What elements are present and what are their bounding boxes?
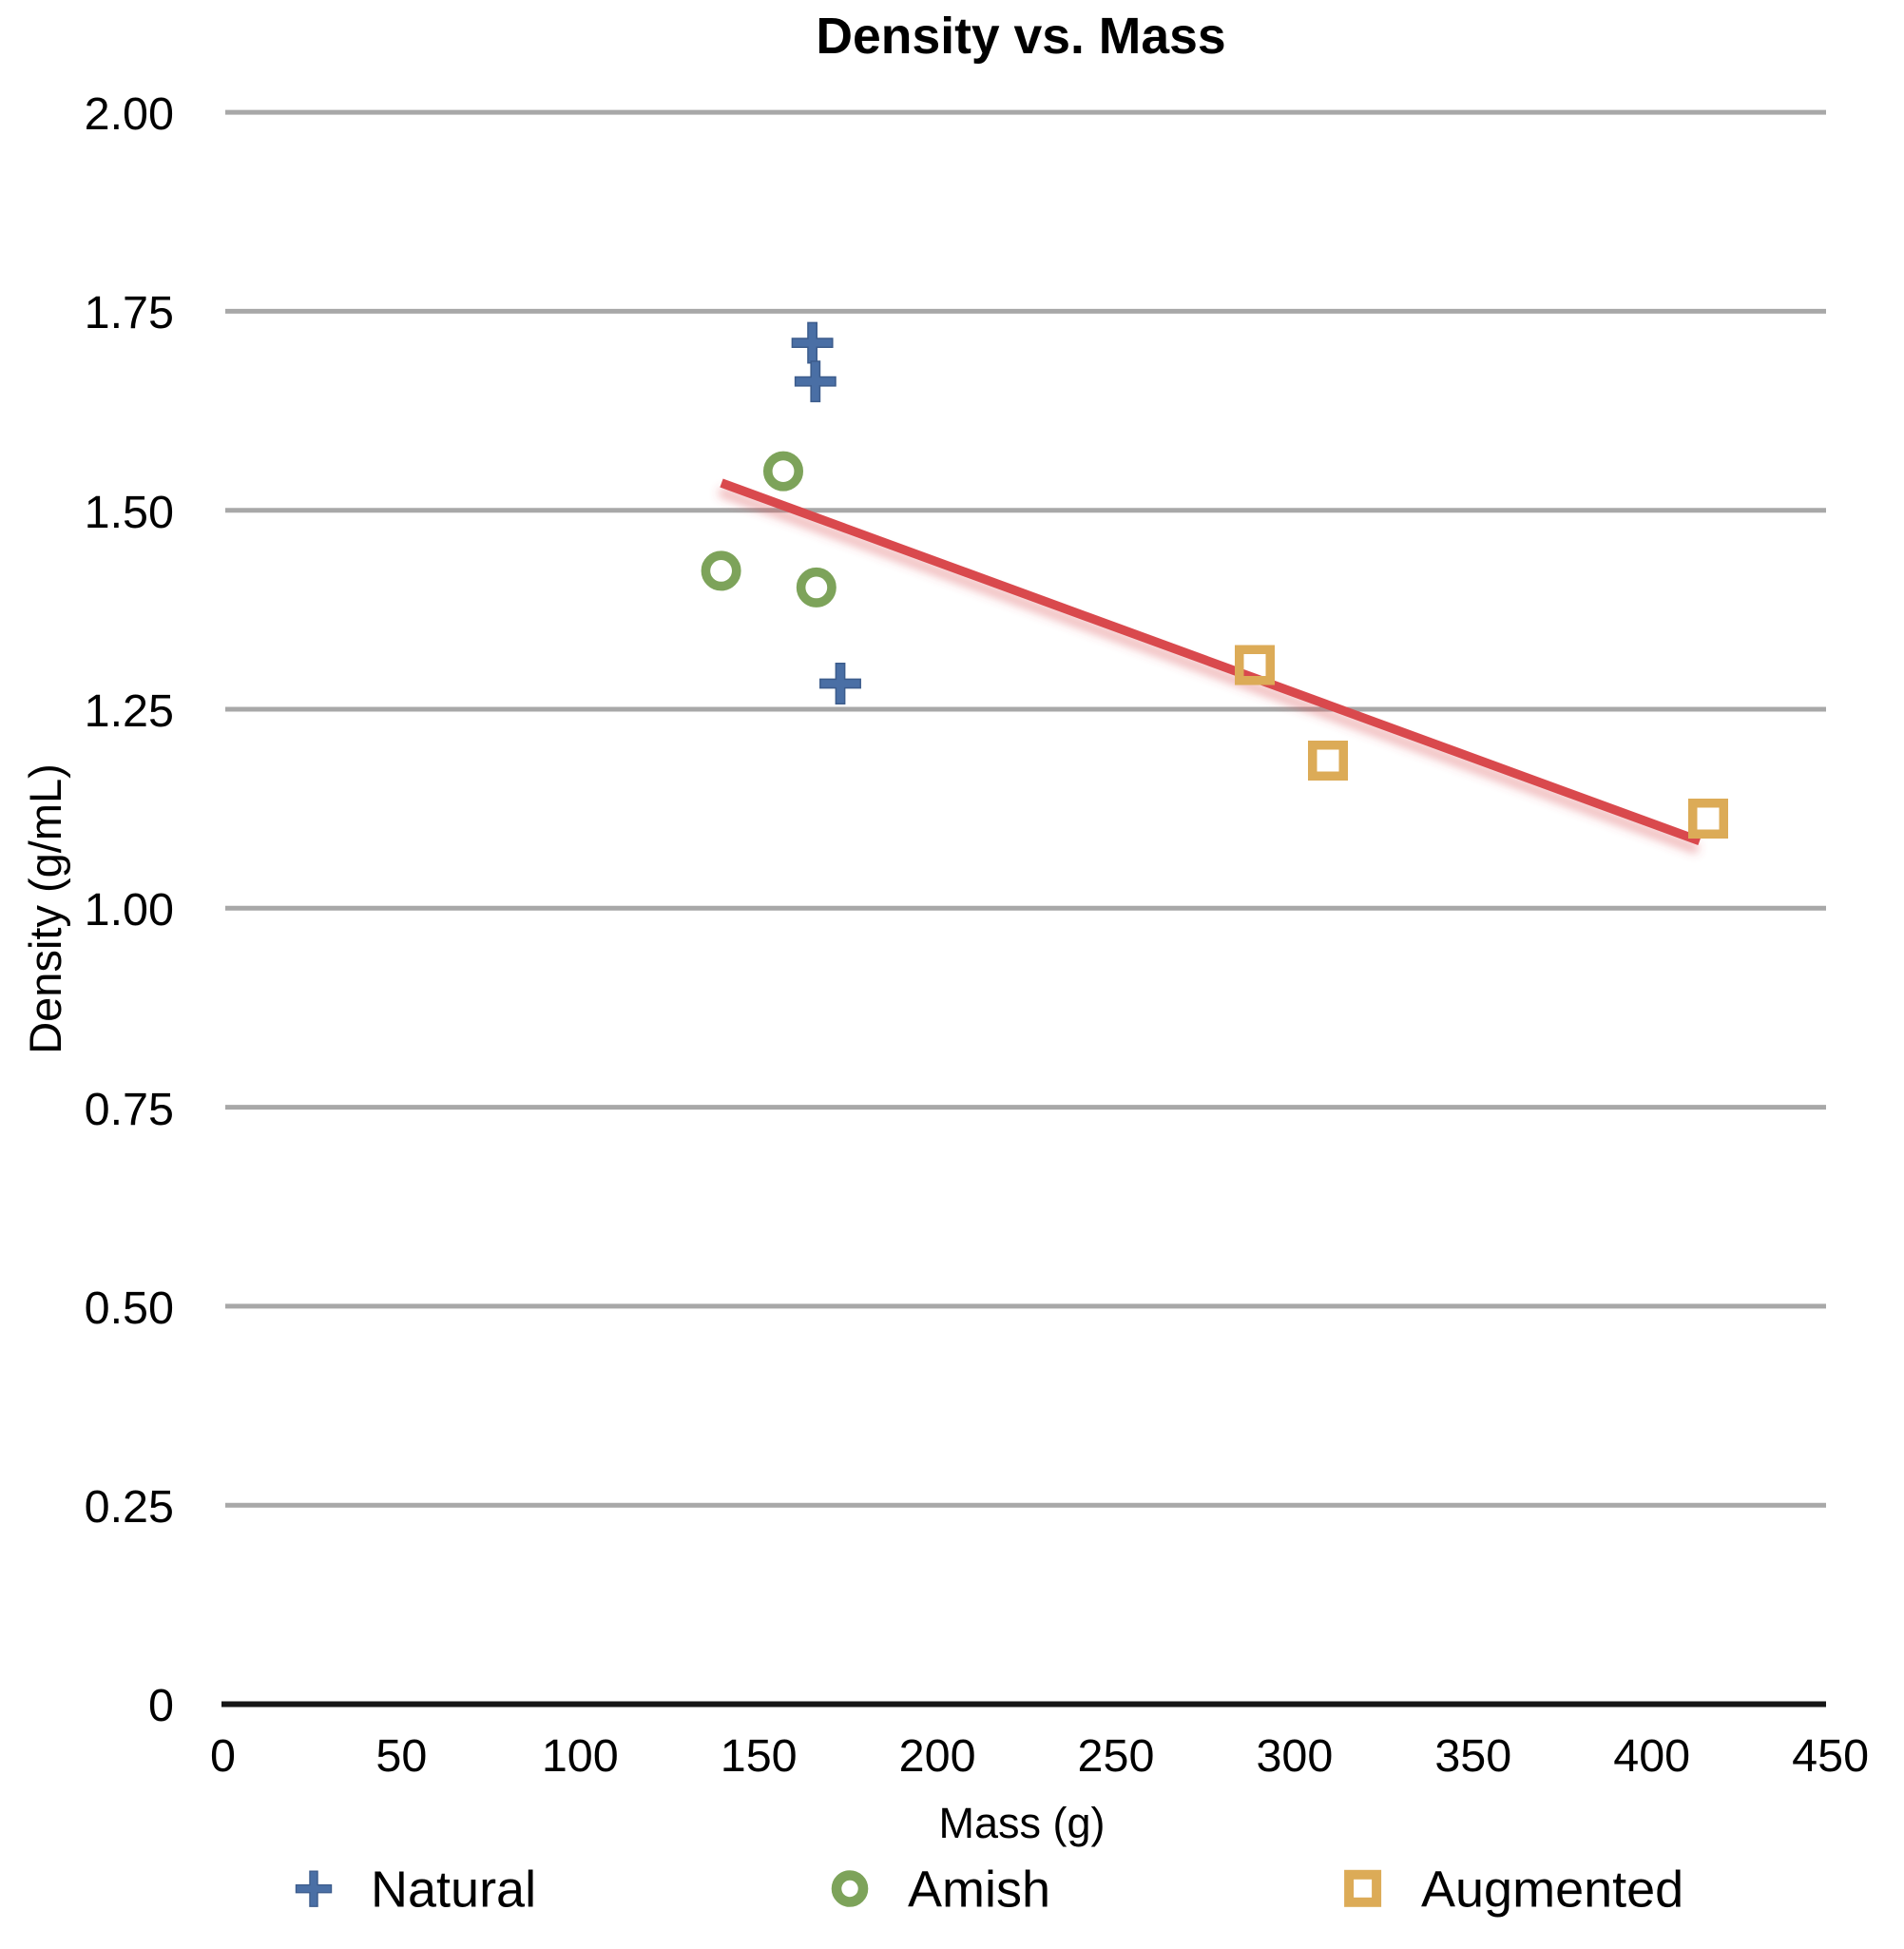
svg-text:Mass (g): Mass (g) [938,1799,1105,1847]
svg-text:2.00: 2.00 [85,88,174,140]
svg-text:1.00: 1.00 [85,884,174,936]
svg-text:0.50: 0.50 [85,1283,174,1334]
svg-text:150: 150 [721,1730,798,1782]
svg-text:1.25: 1.25 [85,685,174,737]
svg-text:350: 350 [1434,1730,1511,1782]
svg-text:1.75: 1.75 [85,287,174,338]
svg-text:Amish: Amish [908,1862,1050,1919]
svg-text:0: 0 [210,1730,236,1782]
svg-text:Density (g/mL): Density (g/mL) [20,763,70,1054]
svg-text:Density vs. Mass: Density vs. Mass [816,9,1225,65]
svg-text:300: 300 [1256,1730,1333,1782]
svg-text:250: 250 [1078,1730,1155,1782]
svg-text:450: 450 [1792,1730,1869,1782]
svg-text:0.75: 0.75 [85,1084,174,1135]
svg-text:100: 100 [542,1730,619,1782]
svg-text:Natural: Natural [371,1862,536,1919]
svg-text:200: 200 [899,1730,976,1782]
svg-text:1.50: 1.50 [85,487,174,538]
svg-text:400: 400 [1613,1730,1690,1782]
svg-text:0.25: 0.25 [85,1481,174,1533]
svg-text:0: 0 [148,1680,174,1731]
svg-text:Augmented: Augmented [1421,1862,1683,1919]
svg-text:50: 50 [375,1730,427,1782]
